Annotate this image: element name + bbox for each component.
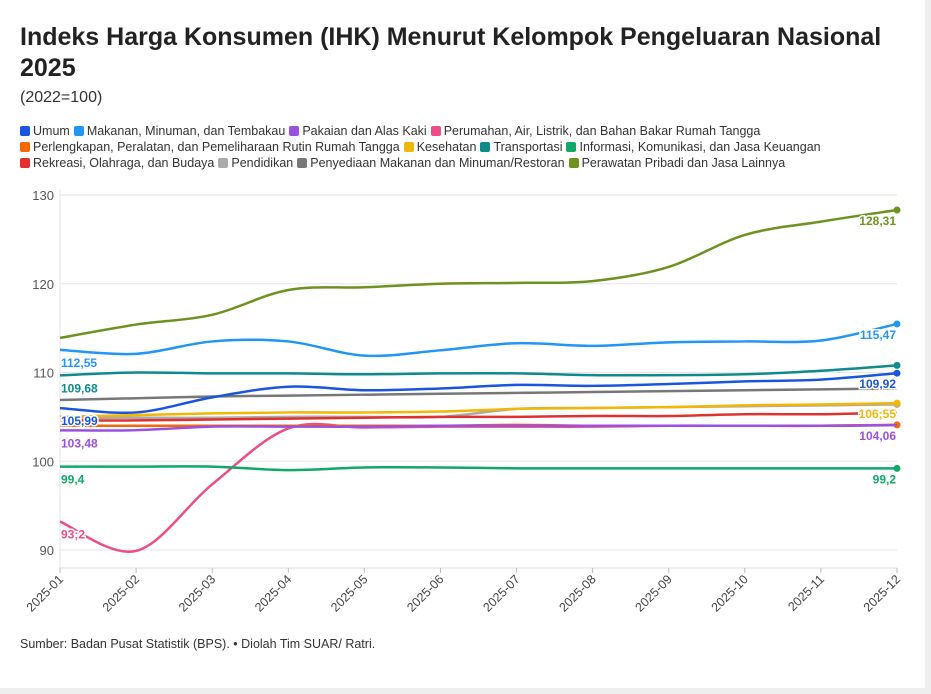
legend-swatch [218, 158, 229, 168]
chart-title: Indeks Harga Konsumen (IHK) Menurut Kelo… [20, 23, 882, 82]
series-end-dot [893, 421, 901, 429]
legend-label: Perumahan, Air, Listrik, dan Bahan Bakar… [443, 124, 761, 138]
legend-swatch [480, 142, 491, 152]
legend-swatch [289, 126, 300, 136]
series-line [59, 322, 898, 358]
series-end-dot [893, 320, 901, 328]
series-line [60, 465, 897, 472]
legend-swatch [73, 126, 84, 136]
x-tick-label: 2025-05 [328, 572, 370, 614]
series-line [59, 422, 898, 553]
series-end-dot [893, 369, 901, 377]
data-label: 93;2 [61, 528, 85, 542]
legend-label: Pendidikan [231, 156, 294, 170]
legend-label: Transportasi [493, 140, 563, 154]
data-label: 106;55 [859, 407, 897, 421]
data-label: 115,47 [860, 328, 896, 342]
data-label: 112,55 [61, 356, 97, 370]
legend-item[interactable]: Informasi, Komunikasi, dan Jasa Keuangan [566, 139, 821, 155]
legend-item[interactable]: Transportasi [480, 139, 562, 155]
legend-label: Pakaian dan Alas Kaki [302, 124, 427, 138]
series-end-dot [893, 361, 901, 369]
legend-swatch [20, 142, 30, 152]
y-tick-label: 120 [32, 277, 54, 292]
legend-item[interactable]: Umum [20, 123, 70, 139]
series-line [59, 364, 898, 377]
legend-item[interactable]: Perlengkapan, Peralatan, dan Pemeliharaa… [20, 139, 400, 155]
legend-label: Informasi, Komunikasi, dan Jasa Keuangan [579, 140, 821, 154]
x-tick-label: 2025-04 [252, 572, 294, 614]
series-line [59, 401, 898, 419]
x-tick-label: 2025-09 [633, 572, 675, 614]
legend-item[interactable]: Pendidikan [218, 155, 293, 171]
x-tick-label: 2025-06 [404, 572, 446, 614]
legend-label: Umum [33, 124, 70, 138]
legend-label: Makanan, Minuman, dan Tembakau [86, 124, 286, 138]
legend-item[interactable]: Makanan, Minuman, dan Tembakau [73, 123, 286, 139]
x-tick-label: 2025-08 [556, 572, 598, 614]
legend-swatch [403, 142, 414, 152]
series-line [59, 387, 898, 402]
legend-label: Kesehatan [416, 140, 477, 154]
legend-swatch [566, 142, 577, 152]
legend-item[interactable]: Penyediaan Makanan dan Minuman/Restoran [297, 155, 565, 171]
legend-label: Perlengkapan, Peralatan, dan Pemeliharaa… [33, 140, 400, 154]
legend-label: Perawatan Pribadi dan Jasa Lainnya [581, 156, 786, 170]
data-label: 105,99 [61, 414, 98, 428]
x-tick-label: 2025-07 [480, 572, 522, 614]
series-line [59, 423, 898, 432]
x-tick-label: 2025-10 [709, 572, 751, 614]
y-tick-label: 130 [32, 188, 54, 203]
data-label: 128,31 [859, 214, 896, 228]
source-note: Sumber: Badan Pusat Statistik (BPS). • D… [20, 637, 376, 651]
legend-item[interactable]: Perawatan Pribadi dan Jasa Lainnya [568, 155, 786, 171]
data-label: 104,06 [859, 429, 896, 443]
series-line [59, 208, 898, 340]
legend-label: Penyediaan Makanan dan Minuman/Restoran [310, 156, 565, 170]
x-tick-label: 2025-02 [100, 572, 142, 614]
legend-item[interactable]: Perumahan, Air, Listrik, dan Bahan Bakar… [430, 123, 761, 139]
chart-subtitle: (2022=100) [20, 89, 103, 106]
series-line [59, 371, 898, 415]
data-label: 109,68 [61, 381, 98, 395]
data-label: 103,48 [61, 436, 98, 450]
series-line [59, 411, 898, 422]
series-end-dot [893, 206, 901, 214]
x-tick-label: 2025-12 [861, 572, 903, 614]
legend-swatch [20, 158, 30, 168]
series-end-dot [893, 399, 901, 407]
legend-item[interactable]: Rekreasi, Olahraga, dan Budaya [20, 155, 214, 171]
y-tick-label: 100 [32, 454, 54, 469]
x-tick-label: 2025-11 [785, 572, 827, 614]
x-tick-label: 2025-01 [24, 572, 66, 614]
legend-swatch [297, 158, 308, 168]
series-end-dot [893, 464, 901, 472]
y-tick-label: 90 [40, 543, 54, 558]
y-tick-label: 110 [33, 366, 54, 381]
legend-swatch [20, 126, 30, 136]
data-label: 109,92 [859, 377, 896, 391]
x-tick-label: 2025-03 [176, 572, 218, 614]
legend-swatch [430, 126, 441, 136]
legend-swatch [568, 158, 579, 168]
legend: Umum Makanan, Minuman, dan Tembakau Pakaia… [20, 123, 920, 171]
legend-item[interactable]: Pakaian dan Alas Kaki [289, 123, 427, 139]
data-label: 99,4 [61, 473, 85, 487]
legend-item[interactable]: Kesehatan [403, 139, 477, 155]
data-label: 99,2 [873, 472, 897, 486]
legend-label: Rekreasi, Olahraga, dan Budaya [33, 156, 215, 170]
